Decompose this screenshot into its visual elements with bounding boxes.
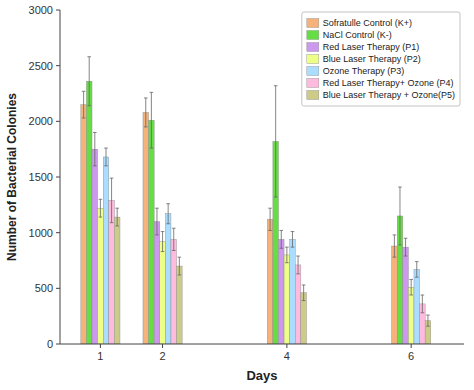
bar xyxy=(114,217,120,344)
y-tick xyxy=(56,10,60,11)
error-bar xyxy=(150,92,154,148)
y-tick-label: 1000 xyxy=(29,227,53,239)
y-tick xyxy=(56,121,60,122)
legend-swatch xyxy=(307,19,319,28)
legend-label: Blue Laser Therapy (P2) xyxy=(323,54,421,64)
y-tick-label: 0 xyxy=(47,338,53,350)
legend-swatch xyxy=(307,91,319,100)
x-tick xyxy=(411,344,412,348)
error-bar xyxy=(155,208,159,235)
bar xyxy=(86,81,92,344)
bar xyxy=(408,287,414,344)
legend-label: Sofratulle Control (K+) xyxy=(323,18,412,28)
y-tick xyxy=(56,288,60,289)
bar xyxy=(160,242,166,344)
error-bar xyxy=(93,132,97,165)
bar xyxy=(92,149,98,344)
legend-swatch xyxy=(307,43,319,52)
error-bar xyxy=(398,187,402,245)
x-tick-label: 1 xyxy=(97,350,103,362)
x-tick-label: 6 xyxy=(408,350,414,362)
error-bar xyxy=(415,262,419,278)
x-tick-label: 4 xyxy=(284,350,290,362)
bar xyxy=(295,265,301,344)
x-axis-label: Days xyxy=(246,368,277,383)
y-tick-label: 500 xyxy=(35,282,53,294)
y-tick-label: 2000 xyxy=(29,115,53,127)
y-tick xyxy=(56,344,60,345)
error-bar xyxy=(166,204,170,224)
legend-frame xyxy=(302,12,460,106)
error-bar xyxy=(302,285,306,301)
legend: Sofratulle Control (K+) NaCl Control (K-)… xyxy=(302,12,460,106)
error-bar xyxy=(87,57,91,106)
error-bar xyxy=(115,208,119,226)
error-bar xyxy=(409,279,413,295)
bar xyxy=(165,214,171,344)
error-bar xyxy=(268,208,272,230)
y-tick xyxy=(56,177,60,178)
x-tick xyxy=(162,344,163,348)
error-bar xyxy=(144,98,148,127)
y-tick-label: 3000 xyxy=(29,4,53,16)
bar xyxy=(98,208,104,344)
x-tick-label: 2 xyxy=(159,350,165,362)
y-tick xyxy=(56,65,60,66)
error-bar xyxy=(104,148,108,166)
y-tick xyxy=(56,232,60,233)
bar xyxy=(149,120,155,344)
error-bar xyxy=(285,247,289,263)
bar xyxy=(278,239,284,344)
error-bar xyxy=(82,91,86,118)
legend-swatch xyxy=(307,31,319,40)
bar xyxy=(392,246,398,344)
chart: 0 500 1000 1500 2000 2500 3000 1 2 4 6 Days Number o… xyxy=(0,0,474,390)
error-bar xyxy=(99,199,103,217)
error-bar xyxy=(291,232,295,248)
error-bar xyxy=(296,256,300,274)
bar xyxy=(414,269,420,344)
legend-swatch xyxy=(307,55,319,64)
legend-label: Red Laser Therapy+ Ozone (P4) xyxy=(323,78,454,88)
legend-label: Blue Laser Therapy + Ozone(P5) xyxy=(323,90,455,100)
bar xyxy=(290,239,296,344)
bar xyxy=(154,222,160,344)
x-tick xyxy=(100,344,101,348)
y-axis-label: Number of Bacterial Colonies xyxy=(5,93,19,261)
x-axis xyxy=(60,344,464,345)
y-axis xyxy=(60,10,61,344)
x-tick xyxy=(286,344,287,348)
error-bar xyxy=(421,295,425,313)
bar xyxy=(81,105,87,344)
bar xyxy=(403,247,409,344)
y-tick-label: 2500 xyxy=(29,60,53,72)
bar xyxy=(171,239,177,344)
error-bar xyxy=(110,178,114,223)
y-tick-label: 1500 xyxy=(29,171,53,183)
error-bar xyxy=(279,230,283,248)
error-bar xyxy=(274,86,278,197)
error-bar xyxy=(393,235,397,257)
error-bar xyxy=(404,238,408,256)
error-bar xyxy=(426,315,430,326)
legend-label: Red Laser Therapy (P1) xyxy=(323,42,419,52)
legend-swatch xyxy=(307,79,319,88)
bar xyxy=(177,266,183,344)
legend-label: NaCl Control (K-) xyxy=(323,30,392,40)
error-bar xyxy=(161,232,165,252)
bar xyxy=(284,255,290,344)
error-bar xyxy=(178,257,182,275)
bar xyxy=(143,112,149,344)
bar xyxy=(103,157,109,344)
legend-swatch xyxy=(307,67,319,76)
error-bar xyxy=(172,228,176,250)
bar xyxy=(267,219,273,344)
legend-label: Ozone Therapy (P3) xyxy=(323,66,404,76)
